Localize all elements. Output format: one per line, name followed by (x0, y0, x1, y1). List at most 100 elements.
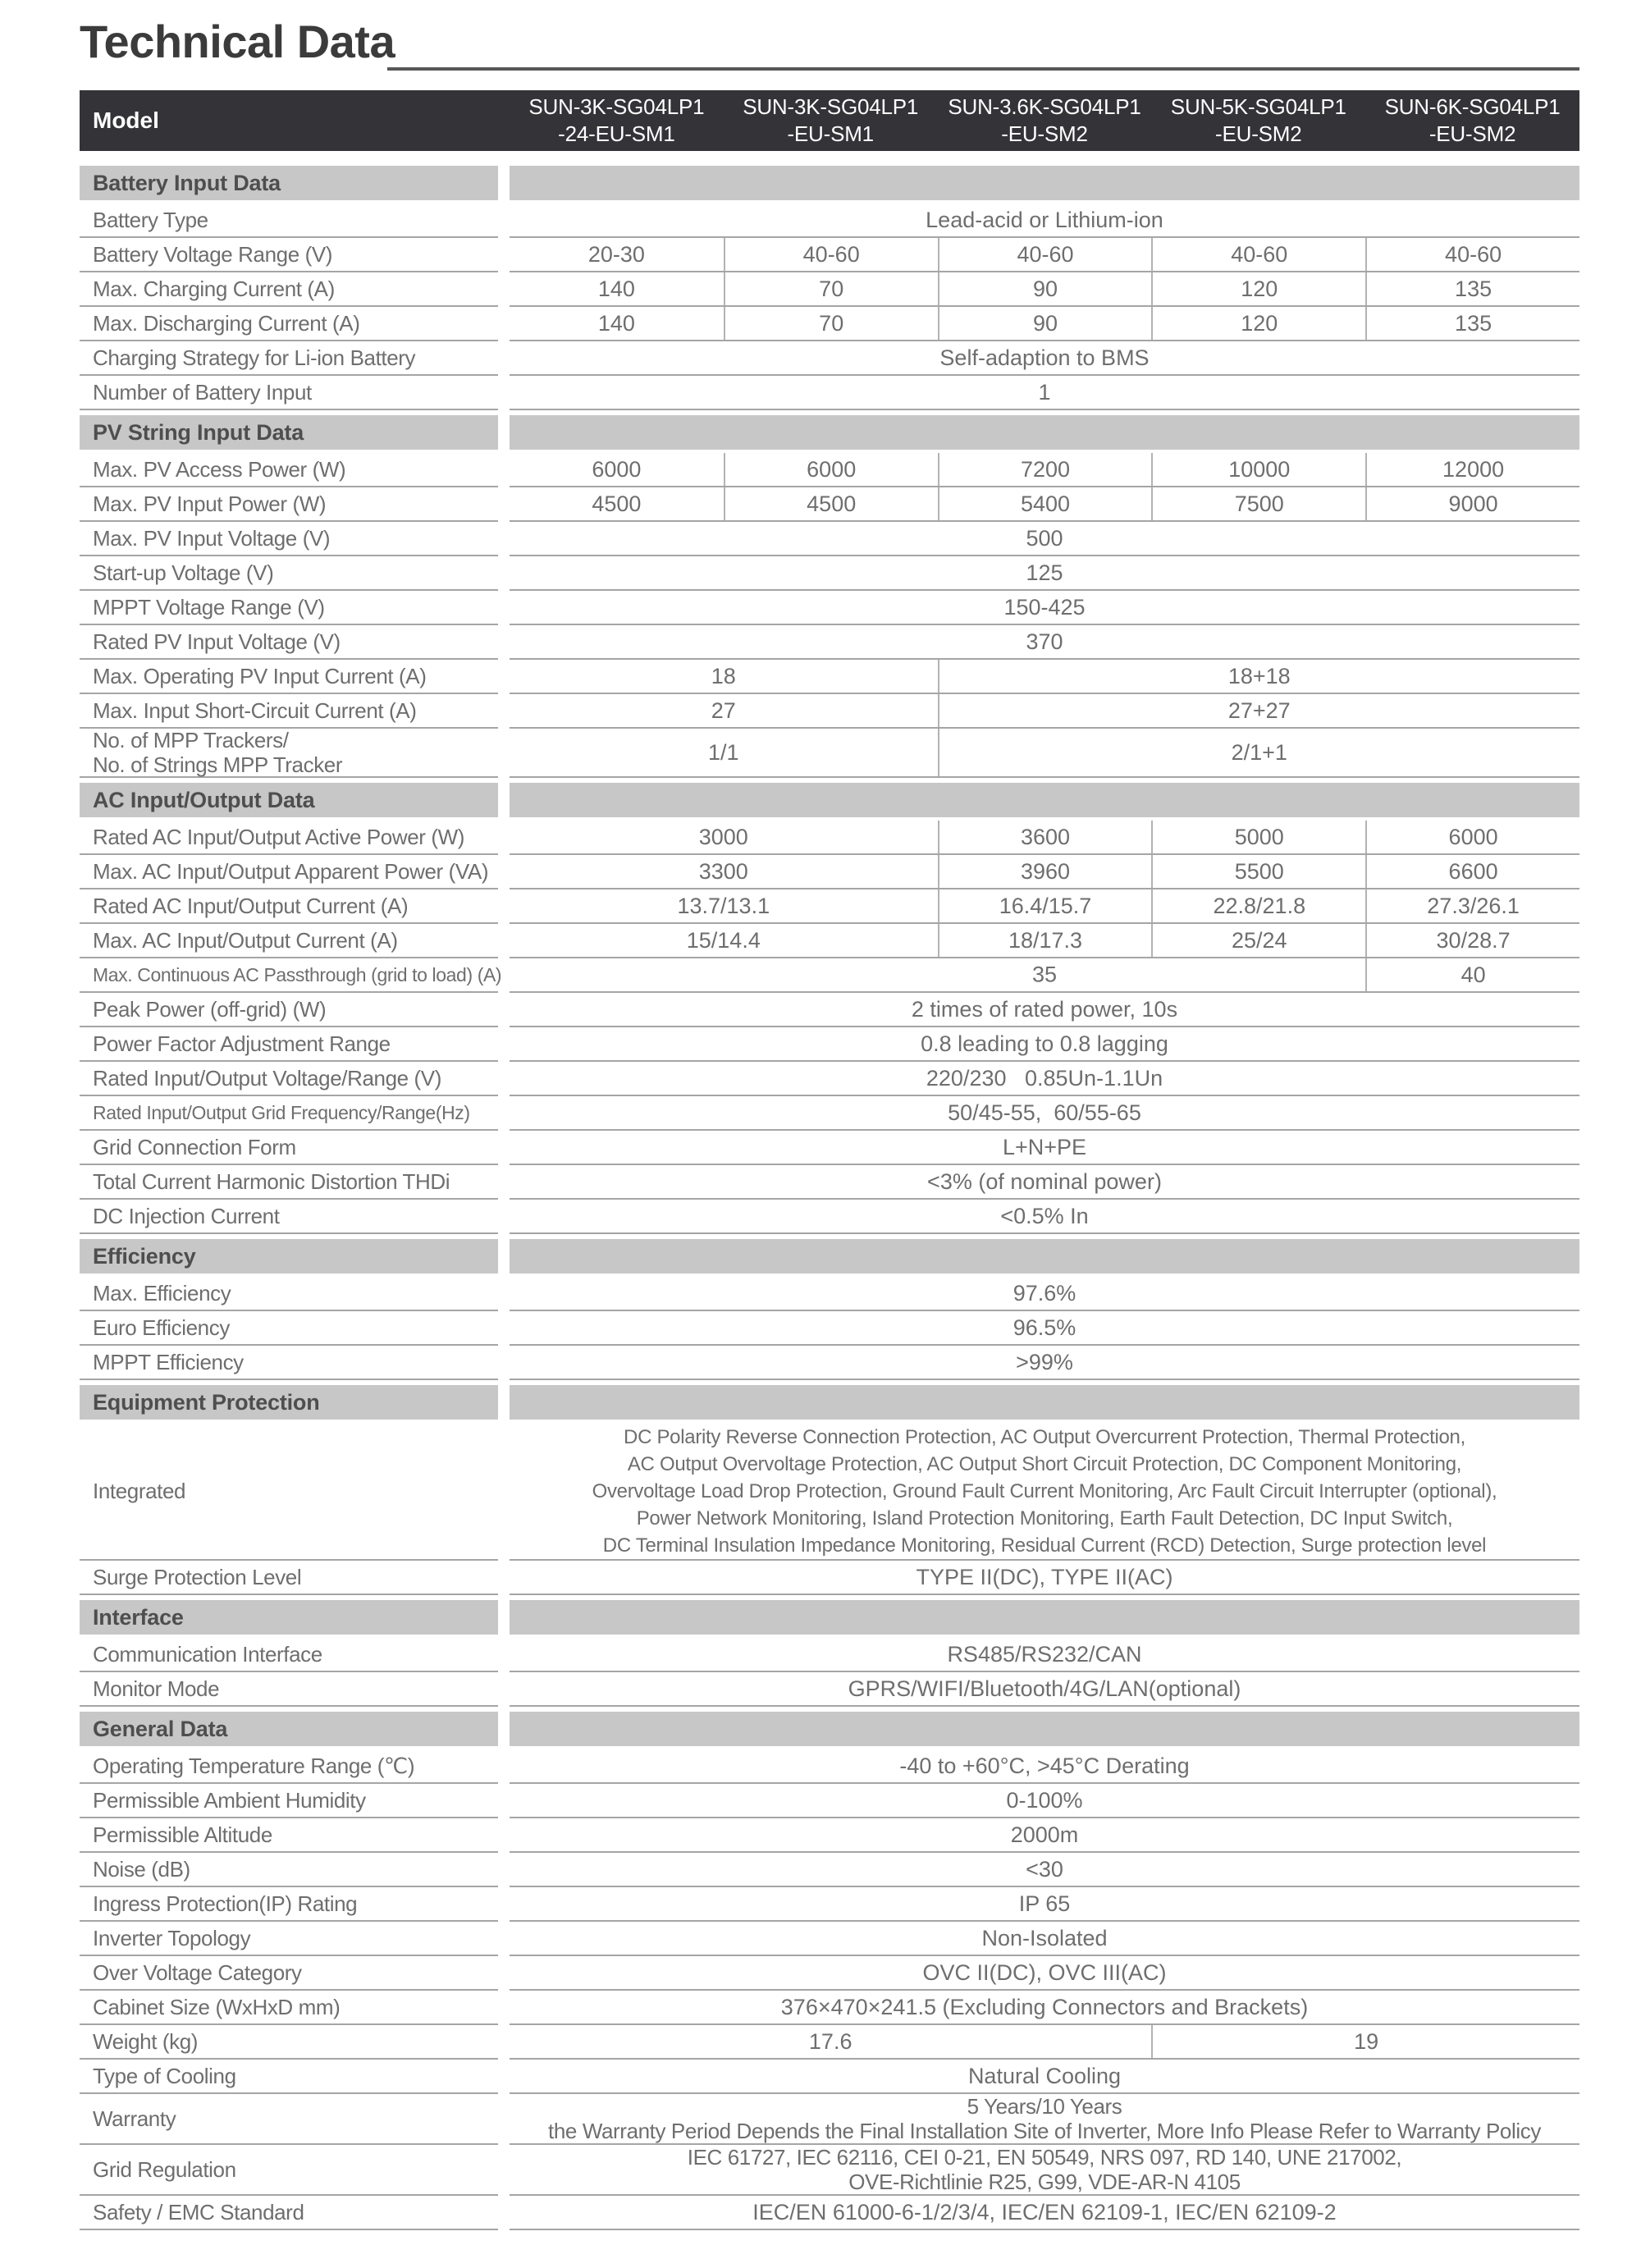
value-text: GPRS/WIFI/Bluetooth/4G/LAN(optional) (848, 1676, 1241, 1701)
value-text-line: OVE-Richtlinie R25, G99, VDE-AR-N 4105 (848, 2170, 1241, 2194)
value-cell: 6000 (723, 453, 938, 486)
section-header-row: General Data (80, 1712, 1579, 1746)
value-text: 135 (1455, 276, 1492, 301)
value-cell: RS485/RS232/CAN (510, 1638, 1579, 1671)
value-text: 18+18 (1227, 663, 1291, 688)
value-text: 3960 (1020, 858, 1071, 884)
table-row: Max. Charging Current (A) 140 70 90 120 135 (80, 272, 1579, 307)
table-row: Max. AC Input/Output Apparent Power (VA)… (80, 855, 1579, 889)
section-header-fill (510, 1712, 1579, 1746)
value-cell: 370 (510, 625, 1579, 658)
value-cell: 40-60 (937, 238, 1152, 271)
row-label: Monitor Mode (80, 1672, 498, 1707)
section-header-fill (510, 415, 1579, 450)
table-row: Euro Efficiency 96.5% (80, 1311, 1579, 1346)
section-header-fill (510, 783, 1579, 817)
row-values: 27 27+27 (510, 694, 1579, 729)
row-label-text: Battery Type (93, 208, 208, 232)
row-values: >99% (510, 1346, 1579, 1380)
model-name-line1: SUN-3K-SG04LP1 (743, 94, 919, 119)
value-text: <3% (of nominal power) (927, 1168, 1162, 1194)
table-row: Max. PV Input Power (W) 4500 4500 5400 7500 9… (80, 487, 1579, 522)
value-text: 4500 (807, 491, 857, 516)
row-label: Max. Efficiency (80, 1277, 498, 1311)
row-label-text: Grid Regulation (93, 2157, 236, 2182)
spec-table: Model SUN-3K-SG04LP1 -24-EU-SM1 SUN-3K-SG04… (80, 90, 1579, 2230)
row-label: Euro Efficiency (80, 1311, 498, 1346)
row-label: Safety / EMC Standard (80, 2196, 498, 2230)
value-text: OVC II(DC), OVC III(AC) (922, 1959, 1167, 1985)
row-label-text: Inverter Topology (93, 1926, 251, 1950)
row-label-text: Integrated (93, 1479, 186, 1503)
row-label-text: Max. Discharging Current (A) (93, 311, 360, 336)
row-values: 6000 6000 7200 10000 12000 (510, 453, 1579, 487)
value-cell: 70 (723, 307, 938, 340)
row-values: <30 (510, 1853, 1579, 1887)
row-values: 5 Years/10 Years the Warranty Period Depe… (510, 2094, 1579, 2145)
value-cell: 3600 (937, 821, 1152, 853)
row-label-text: Rated Input/Output Grid Frequency/Range(… (93, 1102, 470, 1123)
row-label-text: Start-up Voltage (V) (93, 560, 274, 585)
value-text: 6000 (592, 456, 642, 482)
value-text-line: DC Polarity Reverse Connection Protectio… (624, 1425, 1465, 1448)
table-row: Monitor Mode GPRS/WIFI/Bluetooth/4G/LAN(o… (80, 1672, 1579, 1707)
row-label: Max. AC Input/Output Apparent Power (VA) (80, 855, 498, 889)
row-label: Battery Type (80, 203, 498, 238)
row-label-text: Permissible Ambient Humidity (93, 1788, 366, 1813)
row-label-text: Max. AC Input/Output Apparent Power (VA) (93, 859, 489, 884)
row-label: Battery Voltage Range (V) (80, 238, 498, 272)
section-header-row: Interface (80, 1600, 1579, 1635)
value-text: RS485/RS232/CAN (947, 1641, 1142, 1667)
value-cell: 135 (1365, 272, 1579, 305)
model-name-line2: -EU-SM2 (1001, 121, 1088, 146)
row-values: IP 65 (510, 1887, 1579, 1922)
value-cell: 150-425 (510, 591, 1579, 624)
section-header-row: PV String Input Data (80, 415, 1579, 450)
table-row: Permissible Ambient Humidity 0-100% (80, 1784, 1579, 1818)
value-text-line: Overvoltage Load Drop Protection, Ground… (592, 1479, 1497, 1502)
value-text: Lead-acid or Lithium-ion (926, 207, 1163, 232)
row-label-text: Weight (kg) (93, 2029, 199, 2054)
value-cell: 70 (723, 272, 938, 305)
value-text: 120 (1241, 276, 1278, 301)
table-row: Integrated DC Polarity Reverse Connection… (80, 1423, 1579, 1561)
value-text: 140 (597, 310, 635, 336)
table-row: Battery Type Lead-acid or Lithium-ion (80, 203, 1579, 238)
row-label-text: Over Voltage Category (93, 1960, 302, 1985)
row-label-text: Max. Operating PV Input Current (A) (93, 664, 427, 688)
section-header-fill (510, 1239, 1579, 1273)
table-row: Max. AC Input/Output Current (A) 15/14.4 1… (80, 924, 1579, 958)
row-label-text: Noise (dB) (93, 1857, 190, 1882)
model-header-label: Model (93, 107, 159, 133)
value-text: 90 (1032, 276, 1058, 301)
value-text: 5500 (1234, 858, 1284, 884)
row-label-text: Max. PV Input Power (W) (93, 492, 327, 516)
row-label: Max. PV Access Power (W) (80, 453, 498, 487)
row-label-text: Rated Input/Output Voltage/Range (V) (93, 1066, 441, 1091)
value-text: 150-425 (1003, 594, 1086, 620)
table-row: Number of Battery Input 1 (80, 376, 1579, 410)
row-label: Max. Discharging Current (A) (80, 307, 498, 341)
model-column-header: SUN-3K-SG04LP1 -24-EU-SM1 (510, 90, 724, 151)
value-cell: 97.6% (510, 1277, 1579, 1310)
value-text: 70 (819, 276, 844, 301)
value-text: 19 (1354, 2028, 1379, 2054)
model-name-line1: SUN-3K-SG04LP1 (528, 94, 705, 119)
row-label-text: Max. Efficiency (93, 1281, 231, 1305)
table-row: Max. Operating PV Input Current (A) 18 18+… (80, 660, 1579, 694)
row-values: 2000m (510, 1818, 1579, 1853)
value-text: 35 (1031, 962, 1058, 987)
row-values: 0-100% (510, 1784, 1579, 1818)
row-label-text: Communication Interface (93, 1642, 322, 1667)
value-cell: 9000 (1365, 487, 1579, 520)
row-values: 0.8 leading to 0.8 lagging (510, 1027, 1579, 1062)
value-cell: 96.5% (510, 1311, 1579, 1344)
row-label: Max. Operating PV Input Current (A) (80, 660, 498, 694)
table-row: Over Voltage Category OVC II(DC), OVC III… (80, 1956, 1579, 1991)
row-values: TYPE II(DC), TYPE II(AC) (510, 1561, 1579, 1595)
row-label-text: Max. Continuous AC Passthrough (grid to … (93, 964, 502, 985)
row-label: Total Current Harmonic Distortion THDi (80, 1165, 498, 1200)
section-title: Battery Input Data (80, 166, 498, 200)
value-text-line: DC Terminal Insulation Impedance Monitor… (602, 1534, 1487, 1557)
row-values: Non-Isolated (510, 1922, 1579, 1956)
